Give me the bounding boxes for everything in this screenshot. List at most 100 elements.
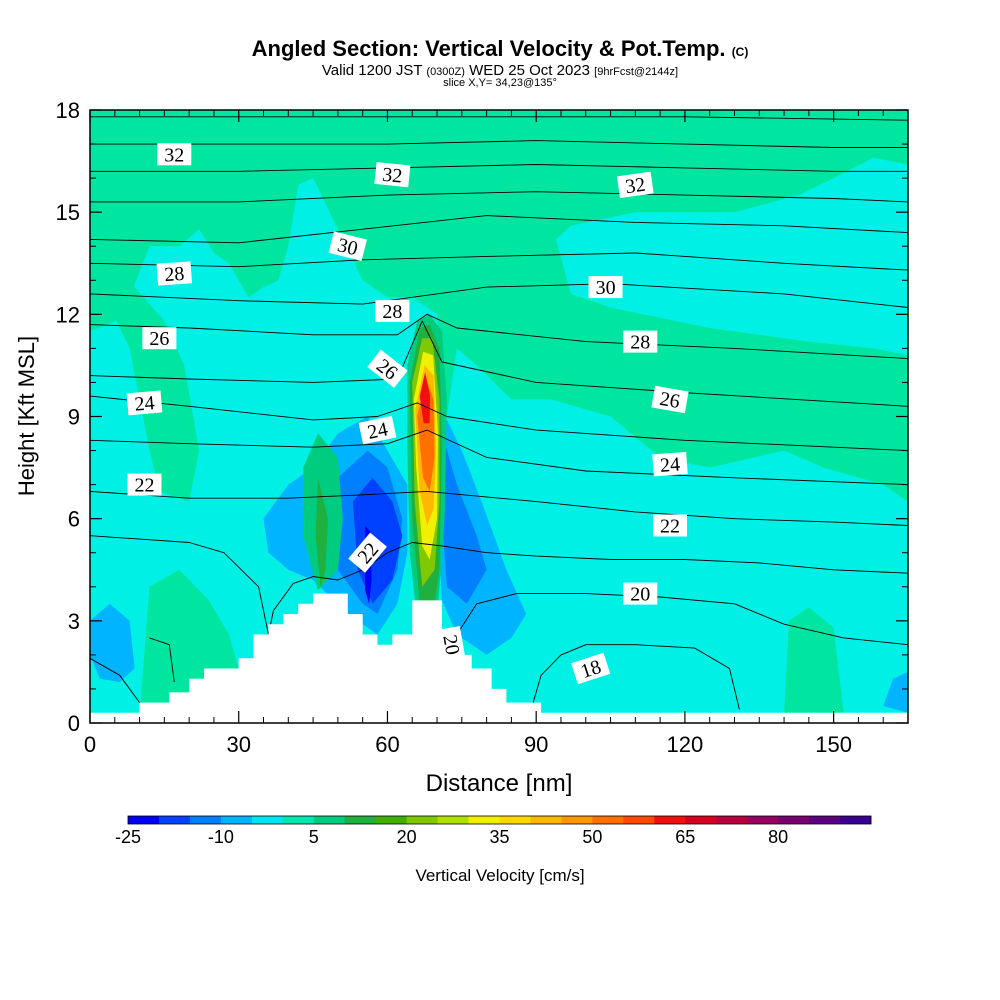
contour-label-box xyxy=(653,514,687,537)
theta-contour-22-segment xyxy=(362,542,908,574)
theta-contour-33 xyxy=(90,140,908,148)
colorbar-swatch xyxy=(189,816,222,824)
theta-contour-26 xyxy=(90,429,908,486)
theta-contour-33 xyxy=(90,164,908,172)
contour-label-box xyxy=(126,390,163,416)
valid-prefix: Valid 1200 JST xyxy=(321,62,423,79)
colorbar-frame xyxy=(127,815,872,825)
x-tick-label: 0 xyxy=(84,732,96,757)
colorbar-swatch xyxy=(158,816,191,824)
terrain-layer xyxy=(90,593,908,723)
colorbar-swatch xyxy=(685,816,717,824)
contour-label-text: 26 xyxy=(149,328,169,350)
colorbar-swatch xyxy=(716,816,748,824)
x-axis-label: Distance [nm] xyxy=(426,770,573,797)
contour-label-box xyxy=(157,143,192,166)
colorbar-swatch xyxy=(251,816,284,824)
slice-info: slice X,Y= 34,23@135° xyxy=(443,77,557,89)
contour-label-text: 32 xyxy=(381,164,403,188)
contour-label-box xyxy=(616,171,654,199)
colorbar-swatch xyxy=(840,816,872,824)
contour-label-box xyxy=(156,261,193,286)
valid-date: WED 25 Oct 2023 xyxy=(469,62,590,79)
contour-label: 28 xyxy=(156,261,193,286)
valid-zulu: (0300Z) xyxy=(426,66,465,78)
velocity-region-0 xyxy=(90,110,908,502)
colorbar-swatch xyxy=(406,816,438,824)
colorbar-swatch xyxy=(499,816,531,824)
contour-label: 26 xyxy=(142,327,177,350)
colorbar-swatch xyxy=(344,816,377,824)
contour-label: 30 xyxy=(588,276,623,299)
theta-contour-20-segment xyxy=(456,593,908,646)
theta-contour-32 xyxy=(90,215,908,244)
colorbar-tick-label: 50 xyxy=(582,827,602,847)
velocity-field xyxy=(90,110,908,723)
y-tick-label: 9 xyxy=(68,405,80,430)
velocity-region-5 xyxy=(883,671,908,713)
colorbar-tick-label: 20 xyxy=(397,827,417,847)
theta-contour-34 xyxy=(90,116,908,121)
contour-label: 24 xyxy=(652,452,688,477)
colorbar-swatch xyxy=(530,816,562,824)
contour-label-text: 20 xyxy=(630,584,650,606)
chart-title-text: Angled Section: Vertical Velocity & Pot.… xyxy=(251,36,726,61)
contour-label-box xyxy=(142,327,177,350)
y-tick-label: 12 xyxy=(56,302,80,327)
contour-label: 30 xyxy=(328,231,367,261)
contour-label: 32 xyxy=(374,161,411,188)
contour-label-text: 26 xyxy=(658,388,682,413)
theta-contour-20 xyxy=(149,637,175,683)
axes: 0 30 60 90 120 150 0 3 6 9 12 15 18 xyxy=(56,98,908,757)
contour-label: 18 xyxy=(571,652,611,685)
contour-label-box xyxy=(127,473,162,496)
colorbar-swatch xyxy=(654,816,686,824)
contour-label: 24 xyxy=(358,415,397,445)
contour-label: 20 xyxy=(623,582,658,606)
colorbar-swatch xyxy=(778,816,810,824)
contour-label-text: 22 xyxy=(660,516,680,538)
colorbar-swatch xyxy=(592,816,624,824)
contour-label-text: 24 xyxy=(366,418,390,444)
contour-label-box xyxy=(348,532,387,573)
colorbar-swatch xyxy=(468,816,500,824)
contour-label: 28 xyxy=(623,330,658,354)
velocity-region-3 xyxy=(784,607,844,713)
contour-label-box xyxy=(588,276,623,299)
velocity-region-9 xyxy=(442,433,487,604)
theta-contour-32 xyxy=(90,191,908,203)
contour-label-text: 32 xyxy=(164,144,184,166)
y-tick-label: 18 xyxy=(56,98,80,123)
colorbar-swatch xyxy=(313,816,346,824)
contour-label-box xyxy=(623,330,658,353)
contour-label-box xyxy=(328,231,367,261)
y-axis-label: Height [Kft MSL] xyxy=(14,336,39,496)
x-tick-label: 30 xyxy=(226,732,250,757)
colorbar-swatch xyxy=(809,816,841,824)
contour-label-box xyxy=(374,161,411,188)
colorbar-swatch xyxy=(623,816,655,824)
colorbar: -25 -10 5 20 35 50 65 80 xyxy=(115,815,872,847)
theta-contour-18 xyxy=(530,644,740,710)
contour-label-text: 24 xyxy=(134,392,156,416)
theta-contour-26 xyxy=(90,395,908,452)
contour-label-text: 24 xyxy=(659,454,680,477)
theta-contour-30 xyxy=(90,283,908,308)
y-tick-label: 3 xyxy=(68,609,80,634)
theta-contours xyxy=(90,116,908,710)
theta-contour-30 xyxy=(90,252,908,271)
colorbar-swatch xyxy=(437,816,469,824)
contour-label-box xyxy=(358,415,397,445)
contour-label-text: 28 xyxy=(630,332,650,354)
contour-label-box xyxy=(375,299,410,322)
velocity-region-14 xyxy=(315,477,328,587)
contour-label: 28 xyxy=(375,299,410,323)
theta-contour-22 xyxy=(90,535,269,635)
contour-label: 20 xyxy=(438,626,466,664)
x-tick-label: 120 xyxy=(667,732,704,757)
contour-label-text: 20 xyxy=(438,633,463,657)
contour-label: 22 xyxy=(127,473,162,497)
colorbar-swatch xyxy=(561,816,593,824)
contour-label-text: 28 xyxy=(382,301,402,323)
